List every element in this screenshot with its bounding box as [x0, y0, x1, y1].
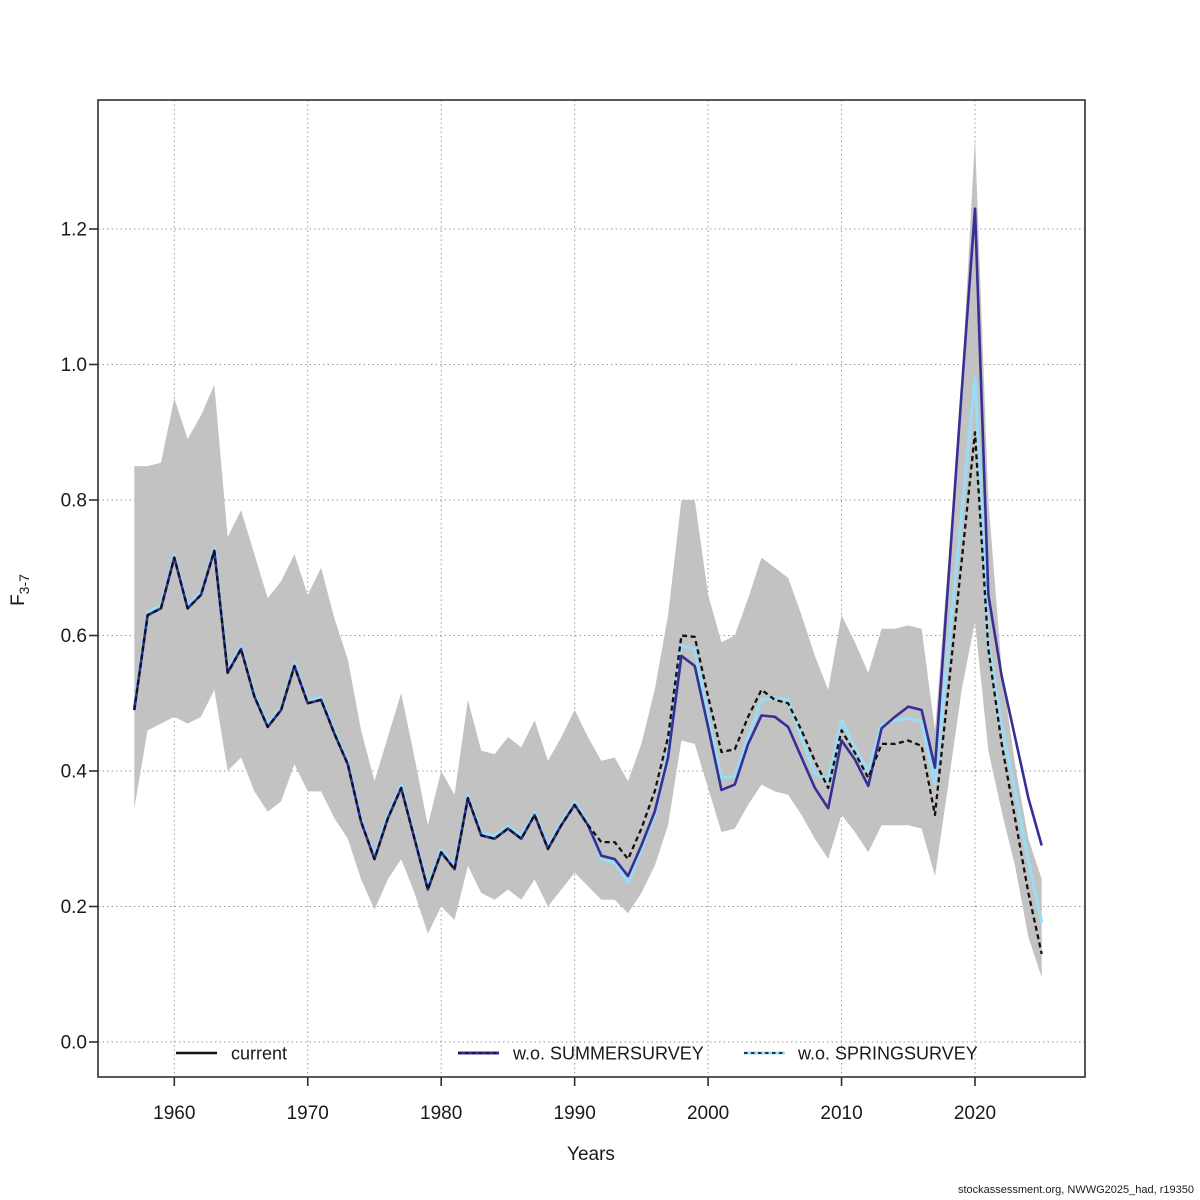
y-axis-title-base: F [8, 594, 29, 606]
y-axis-title: F3-7 [8, 574, 32, 606]
y-axis-tick-label: 0.8 [61, 491, 87, 512]
y-axis-tick-label: 0.6 [61, 626, 87, 647]
confidence-band-layer [134, 137, 1042, 978]
x-axis-tick-label: 2020 [954, 1103, 996, 1124]
tick-labels-layer: 1960 1970 1980 1990 2000 2010 2020 0.0 0.2 0.4 0.6… [61, 220, 997, 1125]
x-axis-tick-label: 1970 [287, 1103, 329, 1124]
x-axis-tick-label: 1990 [554, 1103, 596, 1124]
x-axis-tick-label: 1980 [420, 1103, 462, 1124]
y-axis-tick-label: 0.4 [61, 762, 88, 783]
legend-label-current: current [231, 1044, 287, 1064]
series-line-current [133, 431, 1043, 955]
source-caption: stockassessment.org, NWWG2025_had, r1935… [958, 1184, 1194, 1196]
y-axis-title-subscript: 3-7 [16, 574, 32, 594]
x-axis-tick-label: 1960 [153, 1103, 195, 1124]
tick-marks-layer [89, 228, 976, 1086]
x-axis-tick-label: 2010 [820, 1103, 862, 1124]
legend-label-springsurvey: w.o. SPRINGSURVEY [797, 1044, 978, 1064]
y-axis-tick-label: 0.0 [61, 1033, 87, 1054]
confidence-band [134, 137, 1042, 978]
y-axis-tick-label: 0.2 [61, 897, 87, 918]
x-axis-title: Years [567, 1144, 615, 1165]
y-axis-tick-label: 1.0 [61, 355, 87, 376]
plot-box [97, 99, 1086, 1078]
legend: current w.o. SUMMERSURVEY w.o. SPRINGSUR… [176, 1044, 978, 1064]
y-axis-tick-label: 1.2 [61, 220, 87, 241]
x-axis-tick-label: 2000 [687, 1103, 729, 1124]
series-lines-layer [132, 207, 1044, 955]
legend-label-summersurvey: w.o. SUMMERSURVEY [512, 1044, 704, 1064]
